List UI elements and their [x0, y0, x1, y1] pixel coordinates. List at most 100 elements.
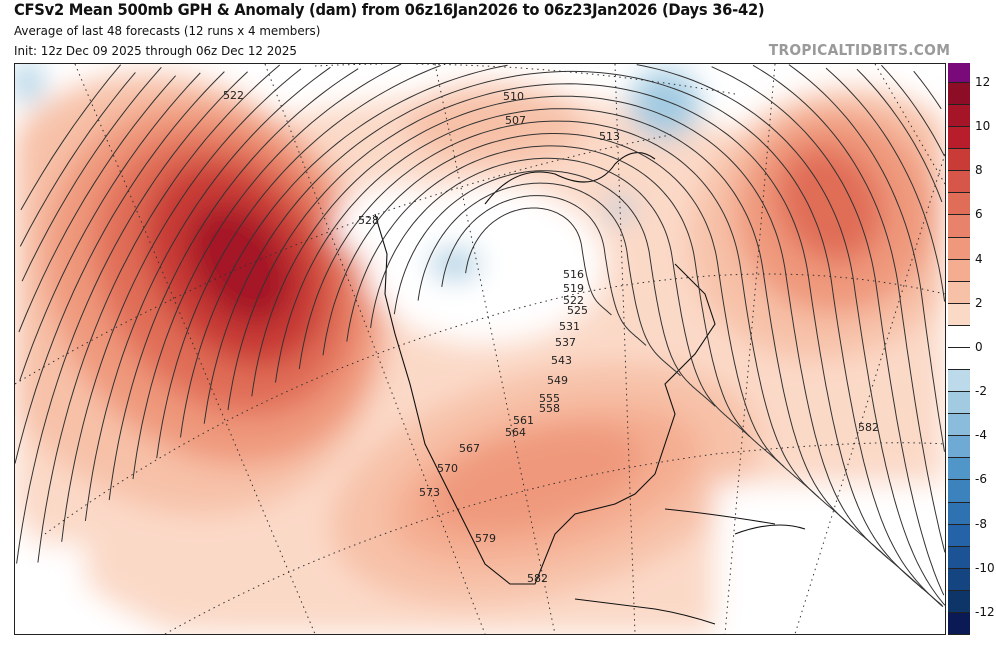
colorbar-tick-label: -10 — [975, 560, 995, 575]
contour-label: 531 — [559, 320, 580, 333]
colorbar-bin — [948, 347, 970, 371]
height-contour — [346, 145, 785, 468]
colorbar-tick-label: 4 — [975, 251, 983, 266]
colorbar-bin — [948, 524, 970, 547]
colorbar-bin — [948, 370, 970, 393]
colorbar-bin — [948, 83, 970, 106]
graticule-line — [794, 153, 945, 634]
colorbar-tick-label: 6 — [975, 207, 983, 222]
colorbar-bin — [948, 612, 970, 635]
height-contours — [15, 64, 945, 608]
colorbar-bin — [948, 392, 970, 415]
colorbar-bin — [948, 303, 970, 326]
init-time: Init: 12z Dec 09 2025 through 06z Dec 12… — [14, 43, 297, 58]
contour-label: 558 — [539, 402, 560, 415]
contour-label: 570 — [437, 462, 458, 475]
graticule-line — [15, 133, 676, 385]
anomaly-region — [405, 84, 585, 164]
colorbar-tick-label: -2 — [975, 384, 987, 399]
colorbar-bin — [948, 259, 970, 282]
colorbar-bin — [948, 127, 970, 150]
contour-label: 525 — [567, 304, 588, 317]
graticule-line — [164, 442, 945, 634]
colorbar-bin — [948, 63, 970, 83]
contour-label: 549 — [547, 374, 568, 387]
height-contour — [417, 182, 681, 377]
contour-label: 543 — [551, 354, 572, 367]
colorbar-bin — [948, 281, 970, 304]
height-contour — [156, 65, 945, 596]
colorbar-tick-label: 0 — [975, 339, 983, 354]
contour-label: 567 — [459, 442, 480, 455]
height-contour — [132, 64, 945, 553]
contour-label: 582 — [527, 572, 548, 585]
colorbar-tick-label: 8 — [975, 163, 983, 178]
graticule-line — [434, 64, 556, 634]
graticule — [15, 64, 945, 634]
colorbar-tick-label: 12 — [975, 75, 991, 89]
height-contour — [19, 72, 136, 247]
colorbar-tick-label: -8 — [975, 516, 987, 531]
contour-label: 519 — [563, 282, 584, 295]
height-contour — [180, 64, 945, 606]
graticule-line — [44, 273, 945, 535]
contour-label: 561 — [513, 414, 534, 427]
colorbar-tick-label: 10 — [975, 119, 991, 134]
anomaly-region — [335, 184, 455, 264]
anomaly-region — [430, 249, 480, 279]
height-contour — [108, 64, 945, 501]
map-subtitle: Average of last 48 forecasts (12 runs x … — [14, 23, 321, 38]
colorbar-tick-label: -4 — [975, 428, 987, 443]
contour-label: 528 — [358, 214, 379, 227]
anomaly-region — [187, 204, 293, 324]
colorbar — [948, 63, 970, 635]
height-contour — [21, 66, 162, 282]
colorbar-tick-label: -6 — [975, 472, 987, 487]
anomaly-region — [608, 197, 632, 221]
height-contour — [61, 68, 943, 542]
contour-label: 516 — [563, 268, 584, 281]
colorbar-bin — [948, 480, 970, 503]
height-contour — [18, 75, 176, 333]
colorbar-bin — [948, 193, 970, 216]
colorbar-bin — [948, 171, 970, 194]
anomaly-map: 522 510 507 513 528 516 519 522 525 531 537 543 549 5… — [14, 63, 946, 635]
coastline — [574, 598, 716, 625]
colorbar-bin — [948, 568, 970, 591]
contour-label: 522 — [223, 89, 244, 102]
contour-label: 564 — [505, 426, 526, 439]
height-contour — [19, 72, 201, 381]
colorbar-bin — [948, 215, 970, 238]
contour-label: 522 — [563, 294, 584, 307]
height-contour — [251, 95, 923, 589]
height-contour — [298, 120, 854, 529]
colorbar-bin — [948, 237, 970, 260]
graticule-line — [874, 64, 945, 185]
coastlines — [374, 152, 806, 625]
contour-label: 582 — [858, 421, 879, 434]
height-contour — [20, 64, 122, 211]
anomaly-region — [15, 64, 42, 102]
colorbar-bin — [948, 458, 970, 481]
height-contour — [84, 66, 945, 521]
coastline — [664, 508, 776, 525]
graticule-line — [314, 64, 736, 95]
graticule-line — [74, 64, 316, 634]
contour-label: 507 — [505, 114, 526, 127]
colorbar-bin — [948, 546, 970, 569]
colorbar-bin — [948, 414, 970, 437]
height-contour — [441, 195, 647, 346]
contour-label: 513 — [599, 130, 620, 143]
height-contour — [16, 70, 942, 564]
anomaly-region — [630, 69, 700, 139]
height-contour — [322, 133, 820, 498]
contour-label: 579 — [475, 532, 496, 545]
contour-label: 555 — [539, 392, 560, 405]
colorbar-bin — [948, 149, 970, 172]
colorbar-bin — [948, 105, 970, 128]
contour-label: 573 — [419, 486, 440, 499]
brand-watermark: TROPICALTIDBITS.COM — [768, 41, 950, 59]
anomaly-region — [428, 427, 642, 531]
map-title: CFSv2 Mean 500mb GPH & Anomaly (dam) fro… — [14, 0, 765, 19]
height-contour — [370, 157, 750, 437]
